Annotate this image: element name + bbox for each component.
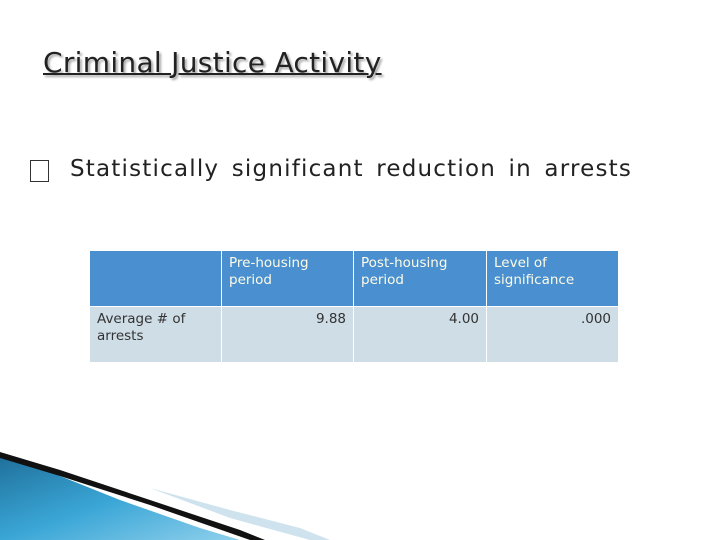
swoosh-line: [0, 452, 265, 540]
bullet-marker: [30, 160, 49, 182]
header-cell: Pre-housing period: [222, 251, 353, 306]
header-cell: Post-housing period: [354, 251, 486, 306]
slide-title: Criminal Justice Activity: [43, 46, 382, 79]
swoosh-light: [150, 488, 330, 540]
row-label: Average # of arrests: [90, 307, 221, 362]
table-cell: 9.88: [222, 307, 353, 362]
table-cell: 4.00: [354, 307, 486, 362]
header-cell-empty: [90, 251, 221, 306]
header-cell: Level of significance: [487, 251, 618, 306]
bullet-text: Statistically significant reduction in a…: [70, 156, 633, 182]
table-cell: .000: [487, 307, 618, 362]
swoosh: [0, 455, 240, 540]
